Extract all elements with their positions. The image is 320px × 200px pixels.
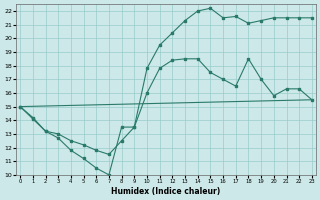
X-axis label: Humidex (Indice chaleur): Humidex (Indice chaleur) [111, 187, 220, 196]
